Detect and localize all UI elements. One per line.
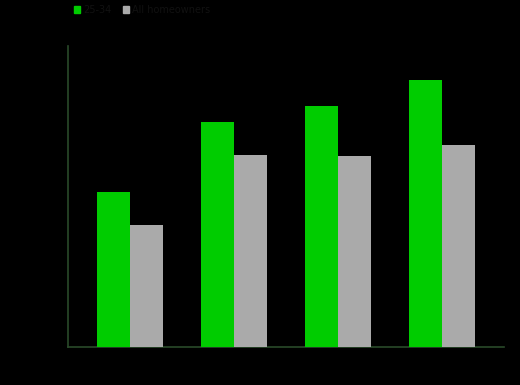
Bar xyxy=(130,225,163,346)
Bar xyxy=(201,122,234,346)
Bar xyxy=(409,80,442,346)
Bar xyxy=(442,145,475,346)
Bar xyxy=(234,154,267,346)
Bar xyxy=(305,106,338,346)
Bar xyxy=(338,156,371,346)
Bar xyxy=(97,192,130,346)
Legend: 25-34, All homeowners: 25-34, All homeowners xyxy=(72,3,212,17)
